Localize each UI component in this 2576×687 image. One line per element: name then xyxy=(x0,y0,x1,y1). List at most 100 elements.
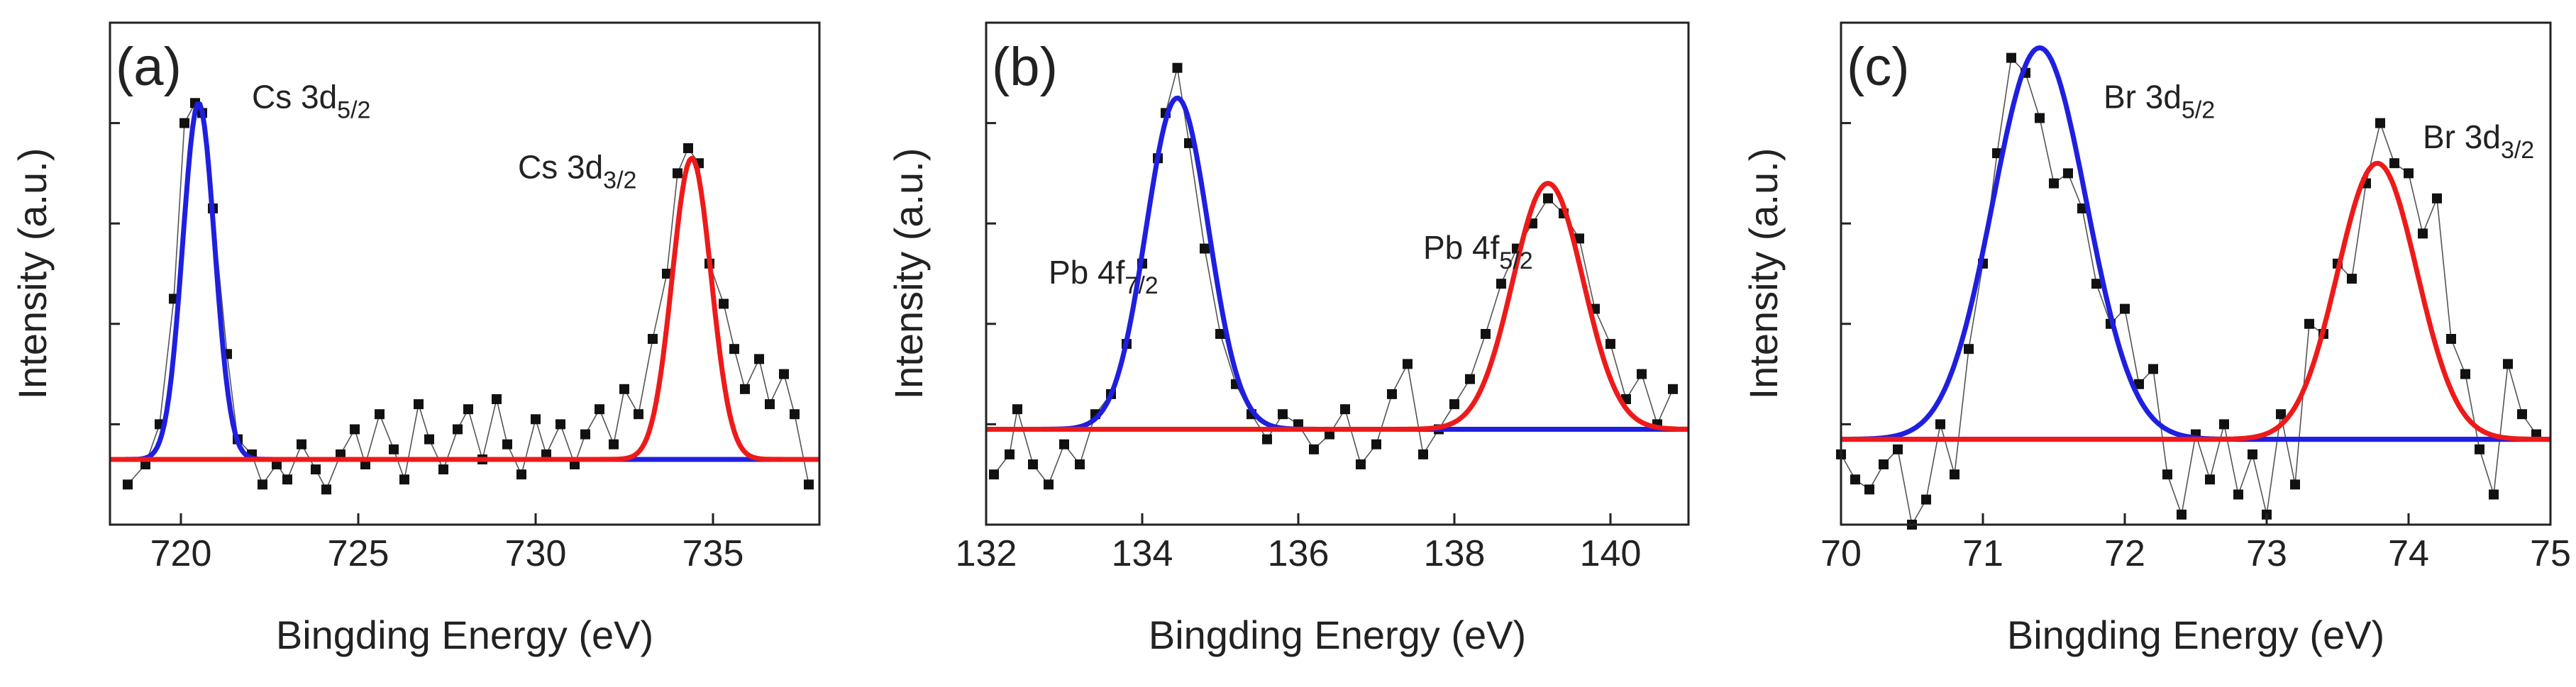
x-axis-label: Bingding Energy (eV) xyxy=(1149,613,1526,657)
data-point xyxy=(2063,168,2073,179)
data-point xyxy=(2177,509,2187,520)
peak-labels: Cs 3d5/2 Cs 3d3/2 xyxy=(252,78,636,194)
data-point xyxy=(531,414,541,425)
data-point xyxy=(1893,444,1903,454)
x-tick-label: 725 xyxy=(328,533,389,574)
x-axis-label: Bingding Energy (eV) xyxy=(2007,613,2384,657)
data-point xyxy=(609,439,619,449)
data-point xyxy=(580,429,590,440)
peak-label: Br 3d3/2 xyxy=(2423,118,2534,164)
data-point xyxy=(1371,439,1381,449)
data-point xyxy=(683,143,693,153)
panel-c: 70 71 72 73 74 75 Br 3d5/2 Br 3d3/2 (c) Bingdi… xyxy=(1741,21,2571,657)
fit-curves xyxy=(985,95,1689,432)
data-point xyxy=(729,344,739,354)
x-tick-label: 136 xyxy=(1268,533,1330,574)
x-ticks: 132 134 136 138 140 xyxy=(956,122,1642,574)
peak-fit-curve xyxy=(109,155,820,462)
data-point xyxy=(595,404,604,415)
data-connector-line xyxy=(127,101,809,491)
plot-frame xyxy=(109,21,821,526)
data-point xyxy=(2134,379,2144,389)
data-point xyxy=(619,384,629,394)
data-connector-line xyxy=(1840,56,2537,527)
x-tick-label: 132 xyxy=(956,533,1017,574)
data-point xyxy=(1044,479,1054,490)
data-point xyxy=(2489,489,2499,500)
data-point xyxy=(492,394,502,404)
data-point xyxy=(1418,449,1428,459)
data-point xyxy=(1028,459,1038,469)
data-point xyxy=(1496,279,1506,289)
x-tick-label: 70 xyxy=(1820,533,1862,574)
peak-label: Cs 3d5/2 xyxy=(252,78,370,123)
data-point xyxy=(779,369,789,379)
data-point xyxy=(1403,359,1413,369)
data-point xyxy=(2460,369,2470,379)
plot-frame xyxy=(1840,21,2552,526)
data-point xyxy=(1668,384,1678,394)
data-connector-line xyxy=(993,67,1674,486)
fit-curves xyxy=(1840,45,2551,442)
panel-b: 132 134 136 138 140 Pb 4f7/2 Pb 4f5/2 (b) Bin… xyxy=(886,21,1690,657)
data-point xyxy=(719,298,729,309)
data-point xyxy=(438,464,448,475)
data-point xyxy=(1387,389,1397,399)
data-point xyxy=(662,269,672,279)
data-point xyxy=(1864,484,1874,495)
x-tick-label: 72 xyxy=(2104,533,2145,574)
peak-label: Br 3d5/2 xyxy=(2104,78,2215,123)
data-point xyxy=(2503,359,2513,369)
peak-fit-curve xyxy=(985,181,1689,432)
data-point xyxy=(754,354,764,364)
data-point xyxy=(648,334,658,344)
data-point xyxy=(1012,404,1022,415)
peak-label: Pb 4f7/2 xyxy=(1049,254,1159,299)
data-point xyxy=(2077,203,2087,213)
data-point xyxy=(1879,459,1889,469)
data-point xyxy=(123,479,133,490)
data-point xyxy=(1465,374,1475,384)
panel-label: (a) xyxy=(116,37,182,97)
data-point xyxy=(258,479,267,490)
x-tick-label: 73 xyxy=(2246,533,2287,574)
data-point xyxy=(1935,419,1945,430)
data-point xyxy=(2517,409,2527,420)
data-point xyxy=(2375,118,2385,128)
data-point xyxy=(634,409,643,420)
data-point xyxy=(1059,439,1069,449)
data-point xyxy=(2404,168,2414,179)
x-tick-label: 134 xyxy=(1112,533,1173,574)
data-point xyxy=(989,469,999,480)
peak-labels: Pb 4f7/2 Pb 4f5/2 xyxy=(1049,229,1533,299)
peak-label: Cs 3d3/2 xyxy=(518,148,636,194)
x-tick-label: 74 xyxy=(2388,533,2429,574)
data-point xyxy=(2162,469,2172,480)
data-point xyxy=(790,409,800,420)
x-tick-label: 140 xyxy=(1580,533,1642,574)
data-point xyxy=(2049,178,2059,189)
data-point xyxy=(424,434,434,445)
data-point xyxy=(2389,158,2399,169)
data-point xyxy=(1340,404,1350,415)
data-point xyxy=(1005,449,1015,459)
data-point xyxy=(321,484,331,495)
panel-label: (c) xyxy=(1847,37,1910,97)
data-point xyxy=(1921,494,1931,505)
x-ticks: 720 725 730 735 xyxy=(110,122,743,574)
panel-label: (b) xyxy=(992,37,1058,97)
data-point xyxy=(804,479,814,490)
data-point xyxy=(1262,434,1272,445)
data-point xyxy=(1278,409,1288,420)
data-point xyxy=(541,449,551,459)
data-point xyxy=(1543,193,1553,203)
data-point xyxy=(1309,444,1319,454)
data-point xyxy=(2219,419,2229,430)
data-point xyxy=(1574,233,1584,244)
data-point xyxy=(1850,474,1860,485)
data-point xyxy=(2290,479,2300,490)
y-axis-label: Intensity (a.u.) xyxy=(886,148,931,400)
data-point xyxy=(2148,364,2158,374)
data-point xyxy=(2233,489,2243,500)
